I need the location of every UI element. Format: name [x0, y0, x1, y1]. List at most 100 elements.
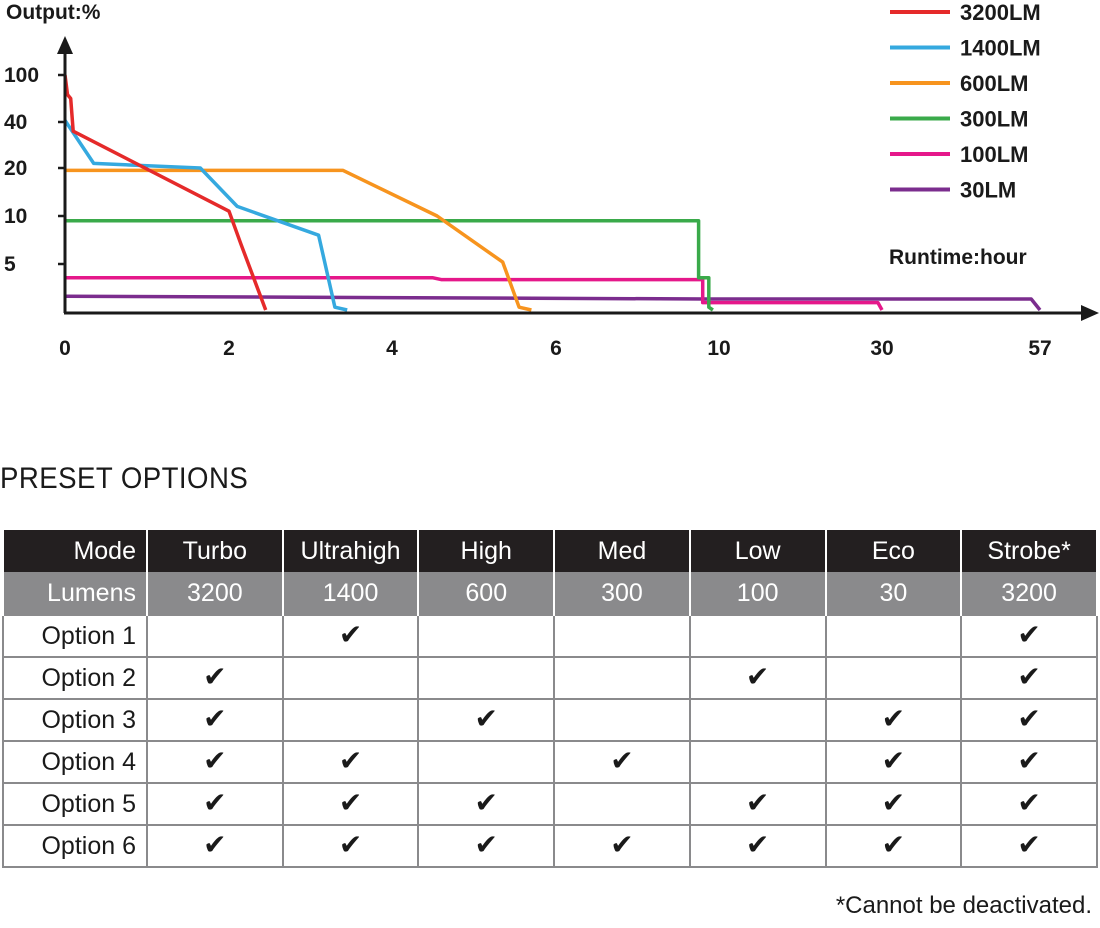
- series-line-1400lm: [63, 119, 348, 312]
- checkmark-icon: ✔: [881, 787, 906, 818]
- checkmark-icon: ✔: [338, 619, 363, 650]
- mode-column-header: Strobe*: [960, 530, 1098, 572]
- option-row: Option 3 ✔ ✔ ✔ ✔: [2, 698, 1098, 742]
- mode-column-header: Low: [688, 530, 827, 572]
- option-row: Option 6 ✔ ✔ ✔ ✔ ✔ ✔ ✔: [2, 824, 1098, 868]
- checkmark-icon: ✔: [745, 787, 770, 818]
- option-cell: ✔: [146, 698, 284, 742]
- series-line-3200lm: [63, 74, 268, 311]
- footnote: *Cannot be deactivated.: [835, 892, 1092, 919]
- lumens-value: 3200: [960, 572, 1098, 615]
- preset-options-table: Mode Turbo Ultrahigh High Med Low Eco Strobe* L…: [2, 530, 1098, 868]
- option-cell: ✔: [281, 782, 420, 826]
- checkmark-icon: ✔: [881, 745, 906, 776]
- option-cell: [553, 782, 691, 826]
- x-axis-title: Runtime:hour: [889, 246, 1027, 269]
- legend-label-600lm: 600LM: [960, 71, 1028, 96]
- checkmark-icon: ✔: [1017, 703, 1041, 734]
- series-layer: [63, 74, 1042, 312]
- checkmark-icon: ✔: [610, 829, 634, 860]
- option-cell: ✔: [688, 782, 827, 826]
- checkmark-icon: ✔: [338, 829, 363, 860]
- x-axis-arrow: [1081, 305, 1099, 321]
- option-cell: ✔: [146, 782, 284, 826]
- option-cell: [281, 698, 420, 742]
- option-cell: ✔: [281, 740, 420, 784]
- option-cell: ✔: [688, 824, 827, 868]
- checkmark-icon: ✔: [881, 703, 906, 734]
- legend-label-3200lm: 3200LM: [960, 0, 1041, 25]
- checkmark-icon: ✔: [745, 829, 770, 860]
- runtime-chart: 0 2 4 6 10 30 57 5 10 20 40 100 Output:% Runtime:ho…: [4, 0, 1099, 360]
- option-cell: ✔: [417, 782, 556, 826]
- checkmark-icon: ✔: [474, 703, 498, 734]
- checkmark-icon: ✔: [1017, 787, 1041, 818]
- legend-label-30lm: 30LM: [960, 178, 1016, 203]
- y-tick-label: 10: [4, 205, 27, 228]
- y-tick-label: 20: [4, 157, 27, 180]
- section-title: PRESET OPTIONS: [0, 462, 249, 495]
- x-tick-label: 30: [870, 337, 893, 360]
- option-cell: [688, 740, 827, 784]
- option-cell: ✔: [417, 698, 556, 742]
- option-label: Option 2: [2, 656, 148, 700]
- x-tick-label: 2: [223, 337, 235, 360]
- option-cell: [553, 698, 691, 742]
- mode-column-header: High: [417, 530, 556, 572]
- legend: 3200LM 1400LM 600LM 300LM 100LM 30LM: [890, 0, 1041, 203]
- series-line-30lm: [64, 294, 1042, 312]
- option-label: Option 3: [2, 698, 148, 742]
- legend-label-100lm: 100LM: [960, 142, 1028, 167]
- legend-label-1400lm: 1400LM: [960, 36, 1041, 61]
- x-tick-label: 4: [386, 337, 398, 360]
- option-cell: ✔: [553, 824, 691, 868]
- option-cell: ✔: [960, 698, 1098, 742]
- mode-column-header: Med: [553, 530, 691, 572]
- mode-column-header: Ultrahigh: [281, 530, 420, 572]
- lumens-value: 300: [553, 572, 691, 615]
- option-cell: ✔: [824, 740, 963, 784]
- option-cell: ✔: [281, 824, 420, 868]
- lumens-label: Lumens: [2, 572, 148, 615]
- checkmark-icon: ✔: [338, 787, 363, 818]
- option-cell: ✔: [146, 656, 284, 700]
- checkmark-icon: ✔: [338, 745, 363, 776]
- option-cell: [553, 656, 691, 700]
- option-cell: [146, 614, 284, 658]
- lumens-value: 600: [417, 572, 556, 615]
- checkmark-icon: ✔: [881, 829, 906, 860]
- option-cell: ✔: [960, 656, 1098, 700]
- checkmark-icon: ✔: [474, 829, 498, 860]
- option-cell: ✔: [417, 824, 556, 868]
- legend-label-300lm: 300LM: [960, 107, 1028, 132]
- series-line-600lm: [65, 168, 532, 312]
- series-line-300lm: [65, 219, 714, 312]
- mode-column-header: Eco: [824, 530, 963, 572]
- lumens-value: 3200: [146, 572, 284, 615]
- ticks-layer: 0 2 4 6 10 30 57 5 10 20 40 100: [4, 64, 1052, 360]
- x-tick-label: 6: [550, 337, 562, 360]
- option-cell: ✔: [281, 614, 420, 658]
- option-cell: [688, 614, 827, 658]
- lumens-value: 30: [824, 572, 963, 615]
- option-cell: [824, 656, 963, 700]
- option-label: Option 6: [2, 824, 148, 868]
- option-cell: ✔: [960, 614, 1098, 658]
- lumens-value: 100: [688, 572, 827, 615]
- x-tick-label: 10: [707, 337, 730, 360]
- option-cell: ✔: [146, 740, 284, 784]
- option-row: Option 5 ✔ ✔ ✔ ✔ ✔ ✔: [2, 782, 1098, 826]
- mode-column-header: Turbo: [146, 530, 284, 572]
- option-cell: [417, 656, 556, 700]
- checkmark-icon: ✔: [1017, 745, 1041, 776]
- option-cell: ✔: [688, 656, 827, 700]
- checkmark-icon: ✔: [1017, 619, 1041, 650]
- lumens-value: 1400: [281, 572, 420, 615]
- y-axis-arrow: [57, 36, 73, 54]
- checkmark-icon: ✔: [203, 829, 227, 860]
- y-tick-label: 100: [4, 64, 39, 87]
- option-label: Option 1: [2, 614, 148, 658]
- checkmark-icon: ✔: [745, 661, 770, 692]
- axes-layer: [57, 36, 1099, 321]
- option-cell: ✔: [960, 824, 1098, 868]
